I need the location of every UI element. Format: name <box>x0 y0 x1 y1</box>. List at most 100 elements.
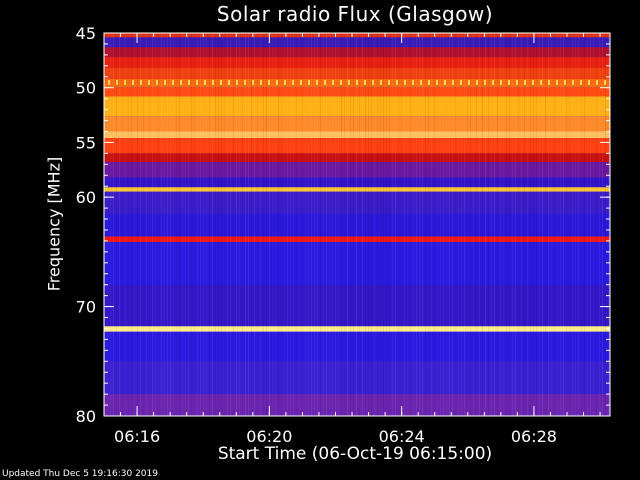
texture-line <box>251 33 252 416</box>
texture-line <box>560 33 561 416</box>
frequency-band-0 <box>104 33 610 38</box>
texture-line <box>605 33 606 416</box>
texture-line <box>377 33 378 416</box>
texture-line <box>488 33 489 416</box>
texture-line <box>461 33 462 416</box>
burst-dot <box>572 80 574 86</box>
texture-line <box>521 33 522 416</box>
texture-line <box>149 33 150 416</box>
texture-line <box>125 33 126 416</box>
texture-line <box>254 33 255 416</box>
x-tick-label: 06:28 <box>511 427 557 446</box>
frequency-band-7 <box>104 96 610 117</box>
texture-line <box>431 33 432 416</box>
texture-line <box>443 33 444 416</box>
burst-dot <box>444 80 446 86</box>
frequency-band-8 <box>104 116 610 132</box>
texture-line <box>530 33 531 416</box>
texture-line <box>134 33 135 416</box>
texture-line <box>302 33 303 416</box>
frequency-band-2 <box>104 47 610 58</box>
texture-line <box>410 33 411 416</box>
texture-line <box>515 33 516 416</box>
texture-line <box>536 33 537 416</box>
texture-line <box>173 33 174 416</box>
texture-line <box>425 33 426 416</box>
texture-line <box>353 33 354 416</box>
burst-dot <box>532 80 534 86</box>
texture-line <box>275 33 276 416</box>
burst-dot <box>508 80 510 86</box>
frequency-band-11 <box>104 153 610 163</box>
burst-dot <box>564 80 566 86</box>
burst-dot <box>188 80 190 86</box>
texture-line <box>569 33 570 416</box>
texture-line <box>182 33 183 416</box>
plot-frame <box>103 32 611 417</box>
texture-line <box>404 33 405 416</box>
texture-line <box>248 33 249 416</box>
burst-dot <box>268 80 270 86</box>
texture-line <box>296 33 297 416</box>
burst-dot <box>164 80 166 86</box>
burst-dot <box>132 80 134 86</box>
texture-line <box>164 33 165 416</box>
y-tick-label: 70 <box>76 298 96 317</box>
texture-line <box>152 33 153 416</box>
burst-dot <box>212 80 214 86</box>
burst-dot <box>484 80 486 86</box>
texture-line <box>548 33 549 416</box>
texture-line <box>464 33 465 416</box>
burst-dot <box>284 80 286 86</box>
burst-dot <box>380 80 382 86</box>
burst-dot <box>292 80 294 86</box>
texture-line <box>329 33 330 416</box>
texture-line <box>476 33 477 416</box>
frequency-band-13 <box>104 177 610 188</box>
texture-line <box>266 33 267 416</box>
texture-line <box>458 33 459 416</box>
burst-dot <box>220 80 222 86</box>
texture-line <box>191 33 192 416</box>
texture-line <box>575 33 576 416</box>
frequency-band-23 <box>104 394 610 416</box>
texture-line <box>326 33 327 416</box>
burst-dot <box>108 80 110 86</box>
texture-line <box>371 33 372 416</box>
y-tick-label: 50 <box>76 79 96 98</box>
texture-line <box>587 33 588 416</box>
texture-line <box>497 33 498 416</box>
texture-line <box>581 33 582 416</box>
frequency-band-3 <box>104 57 610 69</box>
frequency-band-16 <box>104 213 610 237</box>
texture-line <box>347 33 348 416</box>
texture-line <box>110 33 111 416</box>
texture-line <box>440 33 441 416</box>
burst-dot <box>324 80 326 86</box>
texture-line <box>206 33 207 416</box>
texture-line <box>470 33 471 416</box>
y-tick-label: 60 <box>76 188 96 207</box>
frequency-band-21 <box>104 331 610 362</box>
texture-line <box>467 33 468 416</box>
texture-line <box>257 33 258 416</box>
texture-line <box>539 33 540 416</box>
texture-line <box>323 33 324 416</box>
texture-line <box>305 33 306 416</box>
burst-dot <box>348 80 350 86</box>
texture-line <box>137 33 138 416</box>
texture-line <box>491 33 492 416</box>
texture-line <box>368 33 369 416</box>
texture-line <box>230 33 231 416</box>
burst-dot <box>228 80 230 86</box>
burst-dot <box>428 80 430 86</box>
texture-line <box>215 33 216 416</box>
texture-line <box>218 33 219 416</box>
y-tick-label: 80 <box>76 407 96 426</box>
frequency-band-17 <box>104 236 610 243</box>
texture-line <box>533 33 534 416</box>
texture-line <box>503 33 504 416</box>
texture-line <box>116 33 117 416</box>
texture-line <box>506 33 507 416</box>
